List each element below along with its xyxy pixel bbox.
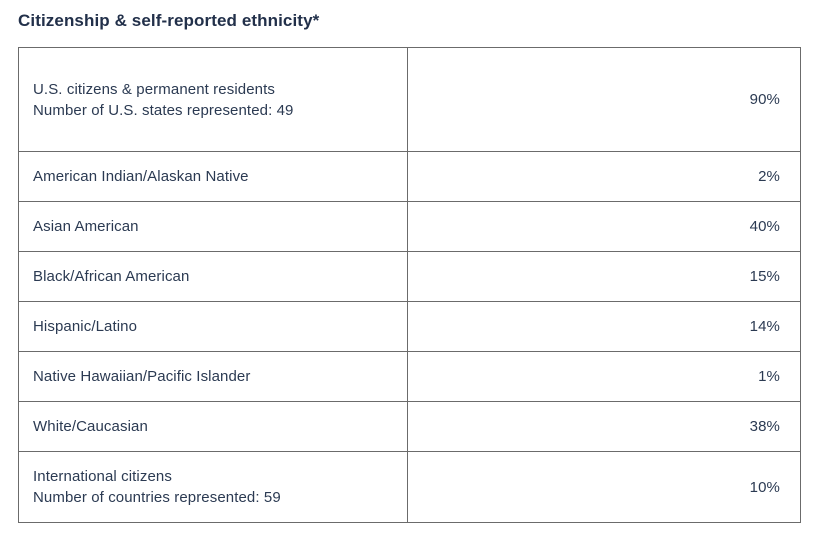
- percentage-cell: 40%: [408, 202, 800, 251]
- row-label: Native Hawaiian/Pacific Islander: [33, 368, 251, 385]
- category-cell: Black/African American: [19, 252, 408, 301]
- row-label: White/Caucasian: [33, 418, 148, 435]
- percentage-cell: 15%: [408, 252, 800, 301]
- percentage-cell: 10%: [408, 452, 800, 522]
- row-label: U.S. citizens & permanent residents: [33, 80, 275, 98]
- ethnicity-table: U.S. citizens & permanent residents Numb…: [18, 47, 801, 523]
- row-value: 14%: [749, 318, 780, 335]
- table-row: Asian American 40%: [19, 202, 800, 252]
- table-row: Black/African American 15%: [19, 252, 800, 302]
- category-cell: White/Caucasian: [19, 402, 408, 451]
- row-value: 90%: [749, 91, 780, 108]
- category-cell: U.S. citizens & permanent residents Numb…: [19, 48, 408, 151]
- table-row: Native Hawaiian/Pacific Islander 1%: [19, 352, 800, 402]
- category-cell: Asian American: [19, 202, 408, 251]
- row-value: 15%: [749, 268, 780, 285]
- percentage-cell: 38%: [408, 402, 800, 451]
- category-cell: American Indian/Alaskan Native: [19, 152, 408, 201]
- row-value: 2%: [758, 168, 780, 185]
- row-sublabel: Number of countries represented: 59: [33, 489, 281, 506]
- row-label: International citizens: [33, 468, 172, 485]
- percentage-cell: 90%: [408, 48, 800, 151]
- table-row: U.S. citizens & permanent residents Numb…: [19, 48, 800, 152]
- row-label: Black/African American: [33, 268, 190, 285]
- percentage-cell: 1%: [408, 352, 800, 401]
- row-value: 10%: [749, 478, 780, 496]
- row-value: 1%: [758, 368, 780, 385]
- percentage-cell: 2%: [408, 152, 800, 201]
- table-row: White/Caucasian 38%: [19, 402, 800, 452]
- row-value: 40%: [749, 218, 780, 235]
- table-row: American Indian/Alaskan Native 2%: [19, 152, 800, 202]
- percentage-cell: 14%: [408, 302, 800, 351]
- table-row: International citizens Number of countri…: [19, 452, 800, 522]
- row-label: American Indian/Alaskan Native: [33, 168, 249, 185]
- row-sublabel: Number of U.S. states represented: 49: [33, 101, 294, 119]
- row-label: Asian American: [33, 218, 139, 235]
- category-cell: Hispanic/Latino: [19, 302, 408, 351]
- category-cell: Native Hawaiian/Pacific Islander: [19, 352, 408, 401]
- row-label: Hispanic/Latino: [33, 318, 138, 335]
- page-title: Citizenship & self-reported ethnicity*: [18, 11, 320, 30]
- category-cell: International citizens Number of countri…: [19, 452, 408, 522]
- row-value: 38%: [749, 418, 780, 435]
- table-row: Hispanic/Latino 14%: [19, 302, 800, 352]
